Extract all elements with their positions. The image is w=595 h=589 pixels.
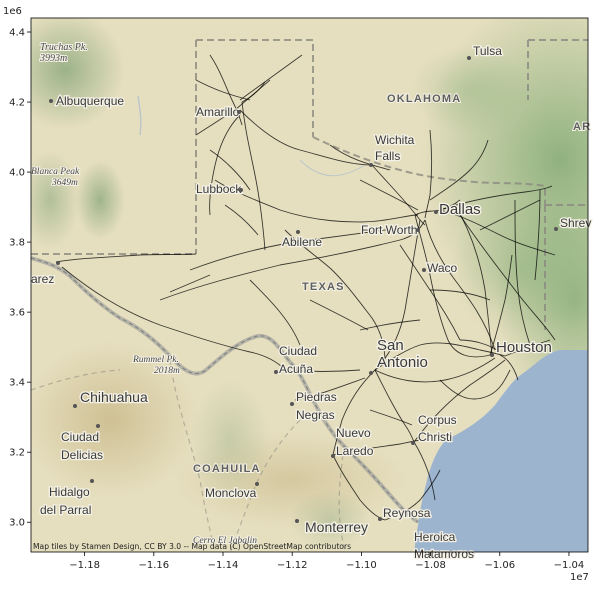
city-dot-monterrey bbox=[295, 519, 299, 523]
basemap-tiles bbox=[31, 18, 588, 552]
x-tick-label: −1.16 bbox=[138, 560, 169, 571]
city-dot-piedras-negras bbox=[290, 402, 294, 406]
x-tick-label: −1.18 bbox=[69, 560, 100, 571]
place-label-wichita-falls: Wichita bbox=[375, 133, 415, 147]
place-label-corpus-christi: Corpus bbox=[418, 413, 457, 427]
place-label-abilene: Abilene bbox=[282, 235, 322, 249]
city-dot-tulsa bbox=[467, 56, 471, 60]
place-label-monclova: Monclova bbox=[205, 486, 257, 500]
y-tick-label: 3.2 bbox=[9, 448, 25, 459]
place-label-oklahoma: OKLAHOMA bbox=[387, 93, 461, 105]
place-label-hidalgo-del-parral: Hidalgo bbox=[49, 485, 90, 499]
x-tick-label: −1.10 bbox=[346, 560, 377, 571]
place-label-piedras-negras: Piedras bbox=[296, 390, 337, 404]
place-label-coahuila: COAHUILA bbox=[193, 463, 261, 475]
x-tick-label: −1.08 bbox=[415, 560, 446, 571]
city-dot-abilene bbox=[296, 230, 300, 234]
rail-network-lines bbox=[55, 54, 556, 521]
city-dot-monclova bbox=[255, 482, 259, 486]
x-tick-label: −1.12 bbox=[277, 560, 308, 571]
place-label-amarillo: Amarillo bbox=[196, 105, 240, 119]
place-label-lubbock: Lubbock bbox=[196, 182, 242, 196]
x-tick-label: −1.04 bbox=[554, 560, 585, 571]
place-label-heroica-matamoros: Matamoros bbox=[414, 547, 474, 561]
city-dot-waco bbox=[422, 268, 426, 272]
city-dot-dallas bbox=[434, 210, 438, 214]
place-label-ciudad-delicias: Ciudad bbox=[61, 430, 99, 444]
city-dot-ciudad-delicias bbox=[96, 424, 100, 428]
y-tick-label: 3.6 bbox=[9, 308, 25, 319]
place-label-wichita-falls: Falls bbox=[375, 149, 400, 163]
x-offset-label: 1e7 bbox=[570, 572, 589, 583]
place-label-tulsa: Tulsa bbox=[473, 44, 502, 58]
place-label-nuevo-laredo: Laredo bbox=[336, 444, 374, 458]
city-dot-lubbock bbox=[239, 188, 243, 192]
place-label-houston: Houston bbox=[496, 339, 552, 356]
city-dot-san-antonio bbox=[369, 371, 373, 375]
place-label-waco: Waco bbox=[427, 261, 458, 275]
place-label-reynosa: Reynosa bbox=[383, 506, 431, 520]
y-tick-label: 3.8 bbox=[9, 238, 25, 249]
plot-frame bbox=[30, 17, 589, 553]
x-tick-label: −1.06 bbox=[484, 560, 515, 571]
place-label-blanca-peak: Blanca Peak bbox=[31, 167, 80, 177]
city-dot-chihuahua bbox=[73, 404, 77, 408]
y-tick-label: 3.4 bbox=[9, 378, 25, 389]
city-dot-ciudad-acuna bbox=[274, 370, 278, 374]
city-dot-amarillo bbox=[237, 110, 241, 114]
attribution-text: Map tiles by Stamen Design, CC BY 3.0 --… bbox=[33, 542, 351, 551]
city-dot-wichita-falls bbox=[369, 163, 373, 167]
y-offset-label: 1e6 bbox=[3, 6, 22, 17]
y-axis: 3.0 3.2 3.4 3.6 3.8 4.0 4.2 4.4 bbox=[9, 28, 31, 529]
city-dot-hidalgo-del-parral bbox=[90, 479, 94, 483]
place-label-dallas: Dallas bbox=[439, 201, 481, 218]
place-label-truchas-pk: 3993m bbox=[39, 53, 67, 64]
city-dot-arez bbox=[56, 261, 60, 265]
place-label-san-antonio: Antonio bbox=[377, 354, 428, 371]
city-markers bbox=[49, 56, 558, 523]
y-tick-label: 4.0 bbox=[9, 168, 25, 179]
place-label-texas: TEXAS bbox=[302, 281, 345, 293]
x-tick-label: −1.14 bbox=[208, 560, 239, 571]
place-label-piedras-negras: Negras bbox=[296, 408, 335, 422]
city-dot-corpus-christi bbox=[411, 441, 415, 445]
city-dot-shrev bbox=[554, 227, 558, 231]
place-label-truchas-pk: Truchas Pk. bbox=[40, 42, 88, 53]
y-tick-label: 4.4 bbox=[9, 28, 25, 39]
place-label-san-antonio: San bbox=[377, 337, 404, 354]
city-dot-nuevo-laredo bbox=[331, 454, 335, 458]
city-dot-albuquerque bbox=[49, 99, 53, 103]
place-label-arez: arez bbox=[31, 272, 54, 286]
place-label-monterrey: Monterrey bbox=[305, 519, 368, 535]
city-dot-reynosa bbox=[378, 517, 382, 521]
place-label-ar: AR bbox=[573, 121, 591, 133]
place-label-heroica-matamoros: Heroica bbox=[414, 530, 456, 544]
place-label-rumpel-pk: 2018m bbox=[154, 366, 180, 376]
y-tick-label: 4.2 bbox=[9, 98, 25, 109]
place-label-fort-worth: Fort Worth bbox=[361, 223, 417, 237]
place-label-shrev: Shrev bbox=[560, 216, 591, 230]
place-label-chihuahua: Chihuahua bbox=[80, 389, 148, 405]
place-label-ciudad-acuna: Acuña bbox=[279, 362, 313, 376]
place-label-cerro-el-jabalin: Cerro El Jabalin bbox=[193, 536, 257, 546]
place-label-corpus-christi: Christi bbox=[418, 430, 452, 444]
city-dot-houston bbox=[490, 353, 494, 357]
x-axis: −1.18 −1.16 −1.14 −1.12 −1.10 −1.08 −1.06 −1.04 bbox=[69, 552, 584, 571]
place-label-ciudad-delicias: Delicias bbox=[61, 448, 103, 462]
y-tick-label: 3.0 bbox=[9, 518, 25, 529]
place-label-nuevo-laredo: Nuevo bbox=[336, 426, 371, 440]
place-label-rumpel-pk: Rummel Pk. bbox=[132, 355, 179, 365]
place-label-ciudad-acuna: Ciudad bbox=[279, 344, 317, 358]
place-label-hidalgo-del-parral: del Parral bbox=[40, 503, 91, 517]
city-dot-fort-worth bbox=[416, 228, 420, 232]
place-label-blanca-peak: 3649m bbox=[51, 178, 78, 188]
place-label-albuquerque: Albuquerque bbox=[56, 94, 124, 108]
